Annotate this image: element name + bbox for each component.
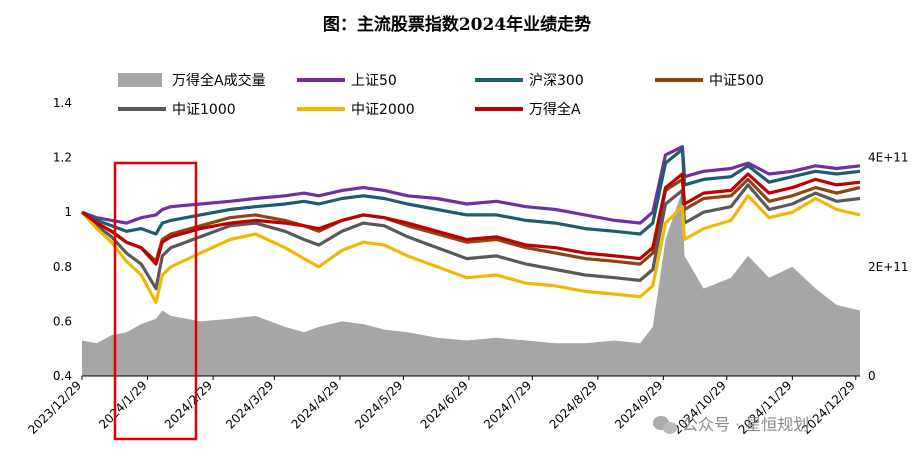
wechat-icon bbox=[653, 416, 677, 434]
x-tick-label: 2023/12/29 bbox=[25, 378, 84, 437]
series-line-2 bbox=[81, 177, 861, 266]
volume-area-layer bbox=[82, 190, 860, 376]
x-tick-label: 2024/5/29 bbox=[352, 378, 405, 431]
axes: 0.4 0.6 0.8 1 1.2 1.4 0 2E+11 4E+11 bbox=[53, 96, 909, 383]
watermark-text: 公众号 · 星恒规划 bbox=[682, 415, 809, 434]
series-line-5 bbox=[81, 172, 861, 266]
y-left-tick-label: 0.8 bbox=[53, 260, 72, 274]
x-tick-label: 2024/3/29 bbox=[223, 378, 276, 431]
watermark: 公众号 · 星恒规划 bbox=[653, 415, 809, 434]
legend-label: 万得全A成交量 bbox=[172, 72, 266, 89]
legend: 万得全A成交量 上证50 沪深300 中证500 中证1000 中证2000 万得全A bbox=[118, 72, 764, 118]
y-right-tick-label: 2E+11 bbox=[868, 260, 909, 274]
series-line-4 bbox=[80, 194, 861, 304]
series-lines-layer bbox=[80, 145, 861, 304]
x-tick-label: 2024/8/29 bbox=[547, 378, 600, 431]
x-tick-label: 2024/6/29 bbox=[418, 378, 471, 431]
legend-swatch-volume bbox=[118, 73, 162, 87]
y-left-tick-label: 1.2 bbox=[53, 151, 72, 165]
series-line-0 bbox=[81, 145, 861, 225]
legend-label: 上证50 bbox=[351, 73, 397, 89]
x-tick-label: 2024/7/29 bbox=[481, 378, 534, 431]
series-line-1 bbox=[81, 147, 861, 236]
x-tick-label: 2024/2/29 bbox=[162, 378, 215, 431]
series-line-3 bbox=[80, 183, 861, 291]
legend-label: 沪深300 bbox=[529, 73, 584, 89]
x-tick-label: 2024/1/29 bbox=[96, 378, 149, 431]
y-left-tick-label: 1.4 bbox=[53, 96, 72, 110]
x-tick-label: 2024/4/29 bbox=[289, 378, 342, 431]
volume-area bbox=[82, 190, 860, 376]
chart-title: 图：主流股票指数2024年业绩走势 bbox=[323, 14, 591, 35]
highlight-box bbox=[113, 161, 198, 441]
y-left-tick-label: 0.6 bbox=[53, 314, 72, 328]
legend-label: 中证1000 bbox=[172, 102, 236, 118]
y-right-tick-label: 4E+11 bbox=[868, 151, 909, 165]
y-left-tick-label: 0.4 bbox=[53, 369, 72, 383]
legend-label: 中证500 bbox=[709, 73, 764, 89]
y-right-tick-label: 0 bbox=[868, 369, 876, 383]
legend-label: 中证2000 bbox=[351, 102, 415, 118]
legend-label: 万得全A bbox=[529, 101, 581, 118]
y-left-tick-label: 1 bbox=[64, 205, 72, 219]
